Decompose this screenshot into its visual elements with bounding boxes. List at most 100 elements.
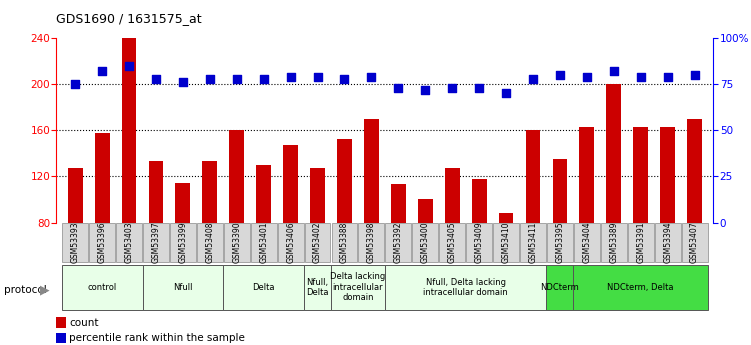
Text: Delta lacking
intracellular
domain: Delta lacking intracellular domain <box>330 272 385 302</box>
Point <box>312 74 324 79</box>
Text: NDCterm, Delta: NDCterm, Delta <box>608 283 674 292</box>
Bar <box>229 130 244 223</box>
Bar <box>68 168 83 223</box>
Text: GSM53397: GSM53397 <box>152 221 161 263</box>
FancyBboxPatch shape <box>412 223 439 262</box>
FancyBboxPatch shape <box>143 223 169 262</box>
Text: GSM53390: GSM53390 <box>232 221 241 263</box>
Point <box>366 74 378 79</box>
Point <box>123 63 135 68</box>
Bar <box>95 132 110 223</box>
Point <box>258 76 270 81</box>
FancyBboxPatch shape <box>278 223 303 262</box>
Point <box>285 74 297 79</box>
Text: GSM53392: GSM53392 <box>394 221 403 263</box>
FancyBboxPatch shape <box>89 223 115 262</box>
FancyBboxPatch shape <box>547 265 574 309</box>
Text: GSM53394: GSM53394 <box>663 221 672 263</box>
Point <box>473 85 485 90</box>
Text: GSM53401: GSM53401 <box>259 221 268 263</box>
FancyBboxPatch shape <box>62 223 88 262</box>
Bar <box>176 183 190 223</box>
Bar <box>687 119 702 223</box>
Text: GSM53409: GSM53409 <box>475 221 484 263</box>
Text: GSM53411: GSM53411 <box>529 222 538 263</box>
FancyBboxPatch shape <box>682 223 707 262</box>
Bar <box>553 159 567 223</box>
Bar <box>580 127 594 223</box>
FancyBboxPatch shape <box>143 265 223 309</box>
Bar <box>391 185 406 223</box>
Bar <box>418 199 433 223</box>
Text: control: control <box>87 283 116 292</box>
FancyBboxPatch shape <box>493 223 519 262</box>
FancyBboxPatch shape <box>520 223 546 262</box>
Point <box>581 74 593 79</box>
FancyBboxPatch shape <box>628 223 653 262</box>
Text: GSM53391: GSM53391 <box>636 221 645 263</box>
Point <box>339 76 351 81</box>
Text: Delta: Delta <box>252 283 275 292</box>
Point <box>527 76 539 81</box>
Text: GSM53388: GSM53388 <box>340 222 349 263</box>
Bar <box>256 165 271 223</box>
Point <box>554 72 566 78</box>
FancyBboxPatch shape <box>547 223 573 262</box>
FancyBboxPatch shape <box>170 223 196 262</box>
FancyBboxPatch shape <box>197 223 223 262</box>
Text: GSM53410: GSM53410 <box>502 221 511 263</box>
Bar <box>203 161 217 223</box>
Point <box>635 74 647 79</box>
Text: NDCterm: NDCterm <box>541 283 579 292</box>
Point <box>96 68 108 74</box>
FancyBboxPatch shape <box>223 265 304 309</box>
Text: GSM53400: GSM53400 <box>421 221 430 263</box>
FancyBboxPatch shape <box>574 223 600 262</box>
Point <box>392 85 404 90</box>
Text: GSM53407: GSM53407 <box>690 221 699 263</box>
Bar <box>337 139 352 223</box>
Point <box>689 72 701 78</box>
Text: ▶: ▶ <box>40 283 50 296</box>
Text: Nfull: Nfull <box>173 283 193 292</box>
Bar <box>56 317 66 328</box>
Text: GSM53389: GSM53389 <box>609 221 618 263</box>
Point <box>177 79 189 85</box>
Text: count: count <box>70 318 99 328</box>
FancyBboxPatch shape <box>304 265 331 309</box>
Bar <box>472 179 487 223</box>
FancyBboxPatch shape <box>385 265 547 309</box>
FancyBboxPatch shape <box>331 265 385 309</box>
Bar <box>283 145 298 223</box>
Bar <box>526 130 541 223</box>
Text: GSM53405: GSM53405 <box>448 221 457 263</box>
FancyBboxPatch shape <box>224 223 249 262</box>
Bar <box>149 161 164 223</box>
Text: Nfull,
Delta: Nfull, Delta <box>306 277 329 297</box>
Text: GSM53395: GSM53395 <box>556 221 565 263</box>
Point <box>231 76 243 81</box>
FancyBboxPatch shape <box>62 265 143 309</box>
Point <box>662 74 674 79</box>
Bar <box>633 127 648 223</box>
Bar <box>122 36 137 223</box>
Text: GSM53399: GSM53399 <box>179 221 188 263</box>
FancyBboxPatch shape <box>439 223 465 262</box>
Bar <box>445 168 460 223</box>
Bar <box>660 127 675 223</box>
FancyBboxPatch shape <box>358 223 385 262</box>
Point <box>608 68 620 74</box>
FancyBboxPatch shape <box>331 223 357 262</box>
Bar <box>606 84 621 223</box>
Text: GSM53408: GSM53408 <box>205 221 214 263</box>
Text: GSM53406: GSM53406 <box>286 221 295 263</box>
Text: GSM53393: GSM53393 <box>71 221 80 263</box>
Text: GSM53403: GSM53403 <box>125 221 134 263</box>
Point <box>500 90 512 96</box>
Text: percentile rank within the sample: percentile rank within the sample <box>70 333 246 343</box>
Text: GSM53398: GSM53398 <box>367 221 376 263</box>
Bar <box>56 333 66 344</box>
FancyBboxPatch shape <box>601 223 627 262</box>
Text: GSM53402: GSM53402 <box>313 221 322 263</box>
Point <box>446 85 458 90</box>
